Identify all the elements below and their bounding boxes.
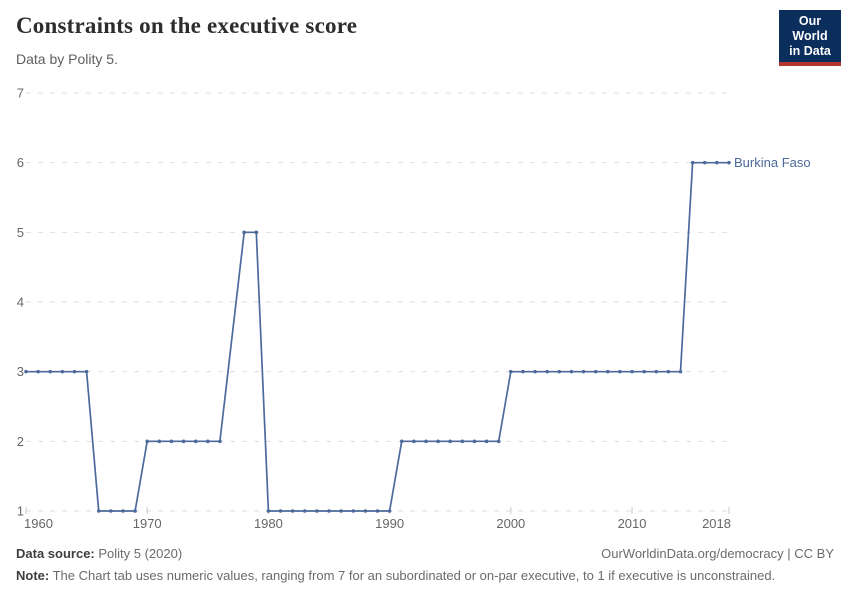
data-point[interactable] [521, 369, 525, 374]
data-point[interactable] [630, 369, 634, 374]
data-point[interactable] [96, 509, 101, 513]
data-point[interactable] [193, 439, 198, 444]
data-point[interactable] [375, 509, 380, 513]
owid-logo-red-bar [779, 62, 841, 66]
data-point[interactable] [436, 439, 440, 444]
data-point[interactable] [242, 230, 246, 235]
data-point[interactable] [48, 369, 53, 374]
data-point[interactable] [545, 369, 549, 374]
data-point[interactable] [218, 439, 222, 444]
y-tick-label: 3 [17, 364, 24, 379]
data-point[interactable] [581, 369, 586, 374]
x-tick-label: 1980 [254, 516, 283, 531]
y-tick-label: 4 [17, 295, 24, 310]
data-point[interactable] [557, 369, 562, 374]
data-point[interactable] [654, 369, 659, 374]
y-tick-label: 2 [17, 434, 24, 449]
data-point[interactable] [727, 160, 731, 165]
note-value: The Chart tab uses numeric values, rangi… [49, 568, 776, 583]
data-point[interactable] [302, 509, 307, 513]
data-point[interactable] [169, 439, 174, 444]
data-point[interactable] [605, 369, 610, 374]
data-point[interactable] [472, 439, 477, 444]
data-point[interactable] [715, 160, 719, 165]
data-point[interactable] [266, 509, 271, 513]
x-tick-label: 2010 [618, 516, 647, 531]
data-point[interactable] [181, 439, 186, 444]
data-point[interactable] [145, 439, 150, 444]
data-point[interactable] [109, 509, 113, 513]
x-tick-label: 1990 [375, 516, 404, 531]
owid-logo[interactable]: Our World in Data [779, 10, 841, 66]
data-point[interactable] [642, 369, 646, 374]
data-point[interactable] [460, 439, 465, 444]
data-point[interactable] [206, 439, 210, 444]
data-point[interactable] [484, 439, 489, 444]
chart-title: Constraints on the executive score [16, 13, 358, 38]
y-tick-label: 7 [17, 86, 24, 101]
data-point[interactable] [84, 369, 89, 374]
data-source: Data source: Polity 5 (2020) [16, 546, 182, 562]
data-point[interactable] [593, 369, 598, 374]
data-point[interactable] [496, 439, 501, 444]
data-point[interactable] [412, 439, 416, 444]
chart-subtitle: Data by Polity 5. [16, 51, 118, 67]
data-point[interactable] [36, 369, 40, 374]
chart-note: Note: The Chart tab uses numeric values,… [16, 568, 834, 584]
data-point[interactable] [339, 509, 343, 513]
data-point[interactable] [569, 369, 574, 374]
data-point[interactable] [448, 439, 453, 444]
x-tick-label: 1970 [133, 516, 162, 531]
data-point[interactable] [618, 369, 622, 374]
data-point[interactable] [509, 369, 513, 374]
series-label-burkina-faso[interactable]: Burkina Faso [734, 155, 811, 170]
data-source-label: Data source: [16, 546, 95, 561]
note-label: Note: [16, 568, 50, 583]
data-line[interactable] [26, 161, 729, 512]
data-point[interactable] [72, 369, 77, 374]
data-source-value: Polity 5 (2020) [94, 546, 183, 561]
data-point[interactable] [315, 509, 319, 513]
data-point[interactable] [387, 509, 392, 513]
data-point[interactable] [327, 509, 331, 513]
data-point[interactable] [424, 439, 428, 444]
data-point[interactable] [157, 439, 162, 444]
chart-footer: Data source: Polity 5 (2020) OurWorldinD… [16, 546, 834, 584]
data-point[interactable] [60, 369, 65, 374]
data-point[interactable] [351, 509, 356, 513]
data-point[interactable] [133, 509, 137, 513]
x-tick-label: 1960 [24, 516, 53, 531]
data-point[interactable] [702, 160, 707, 165]
x-tick-label: 2018 [702, 516, 731, 531]
data-point[interactable] [678, 369, 683, 374]
y-tick-label: 1 [17, 504, 24, 519]
y-tick-label: 6 [17, 155, 24, 170]
y-tick-label: 5 [17, 225, 24, 240]
data-point[interactable] [278, 509, 283, 513]
data-point[interactable] [254, 230, 259, 235]
data-point[interactable] [290, 509, 295, 513]
owid-logo-line2: in Data [789, 44, 831, 58]
owid-logo-line1: Our World [792, 14, 828, 43]
data-point[interactable] [121, 509, 125, 513]
data-point[interactable] [24, 369, 28, 374]
owid-logo-text: Our World in Data [779, 10, 841, 62]
data-point[interactable] [533, 369, 537, 374]
data-point[interactable] [690, 160, 695, 165]
data-point[interactable] [666, 369, 671, 374]
data-point[interactable] [363, 509, 368, 513]
x-tick-label: 2000 [496, 516, 525, 531]
owid-democracy-link[interactable]: OurWorldinData.org/democracy | CC BY [601, 546, 834, 561]
data-point[interactable] [399, 439, 404, 444]
